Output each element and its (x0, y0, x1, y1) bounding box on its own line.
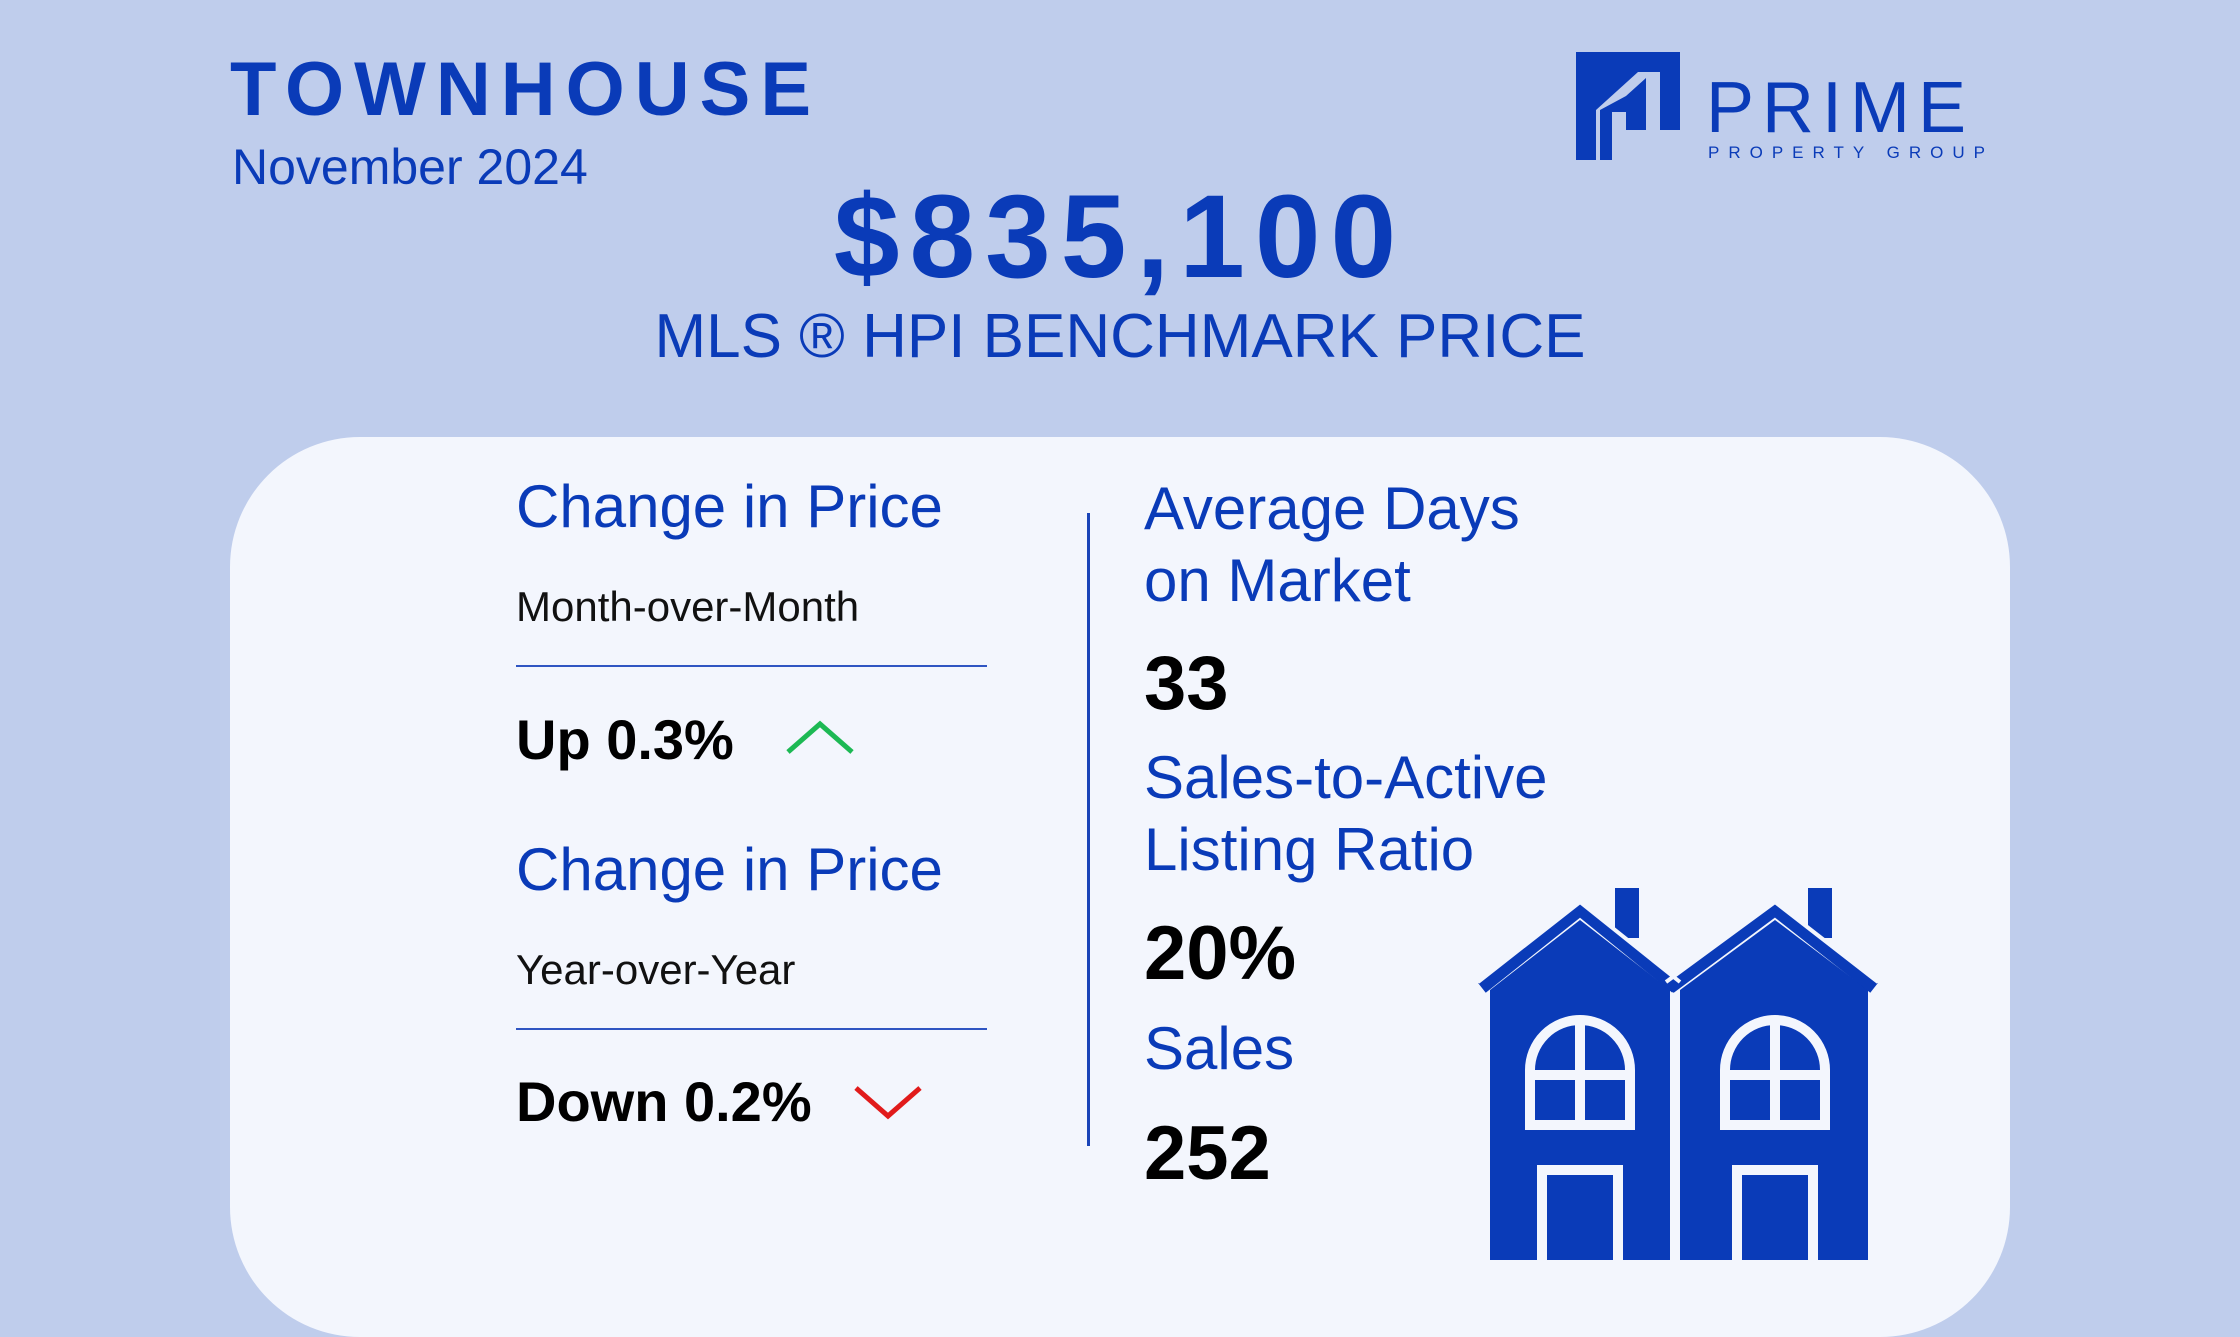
dom-title-line2: on Market (1144, 547, 1411, 614)
benchmark-price: $835,100 (833, 171, 1407, 303)
yoy-title: Change in Price (516, 836, 943, 903)
ratio-title-line1: Sales-to-Active (1144, 744, 1548, 811)
mom-value: Up 0.3% (516, 708, 734, 771)
sales-value: 252 (1144, 1111, 1271, 1196)
column-divider (1087, 513, 1090, 1146)
ratio-value: 20% (1144, 911, 1297, 996)
period-label: November 2024 (232, 139, 588, 195)
yoy-divider (516, 1028, 987, 1030)
logo-subtitle: PROPERTY GROUP (1708, 143, 1994, 162)
ratio-title-line2: Listing Ratio (1144, 816, 1475, 883)
logo-wordmark: PRIME (1706, 68, 1975, 148)
mom-title: Change in Price (516, 473, 943, 540)
townhouse-icon (1476, 888, 1880, 1260)
dom-title-line1: Average Days (1144, 475, 1520, 542)
mom-period: Month-over-Month (516, 583, 860, 630)
mom-divider (516, 665, 987, 667)
benchmark-label: MLS ® HPI BENCHMARK PRICE (654, 302, 1586, 371)
sales-title: Sales (1144, 1015, 1295, 1082)
yoy-value: Down 0.2% (516, 1070, 812, 1133)
house-logo-icon (1576, 52, 1680, 160)
chevron-down-icon (854, 1086, 922, 1120)
chevron-up-icon (786, 720, 854, 754)
yoy-period: Year-over-Year (516, 946, 796, 993)
property-type-title: TOWNHOUSE (230, 47, 822, 132)
dom-value: 33 (1144, 641, 1229, 726)
